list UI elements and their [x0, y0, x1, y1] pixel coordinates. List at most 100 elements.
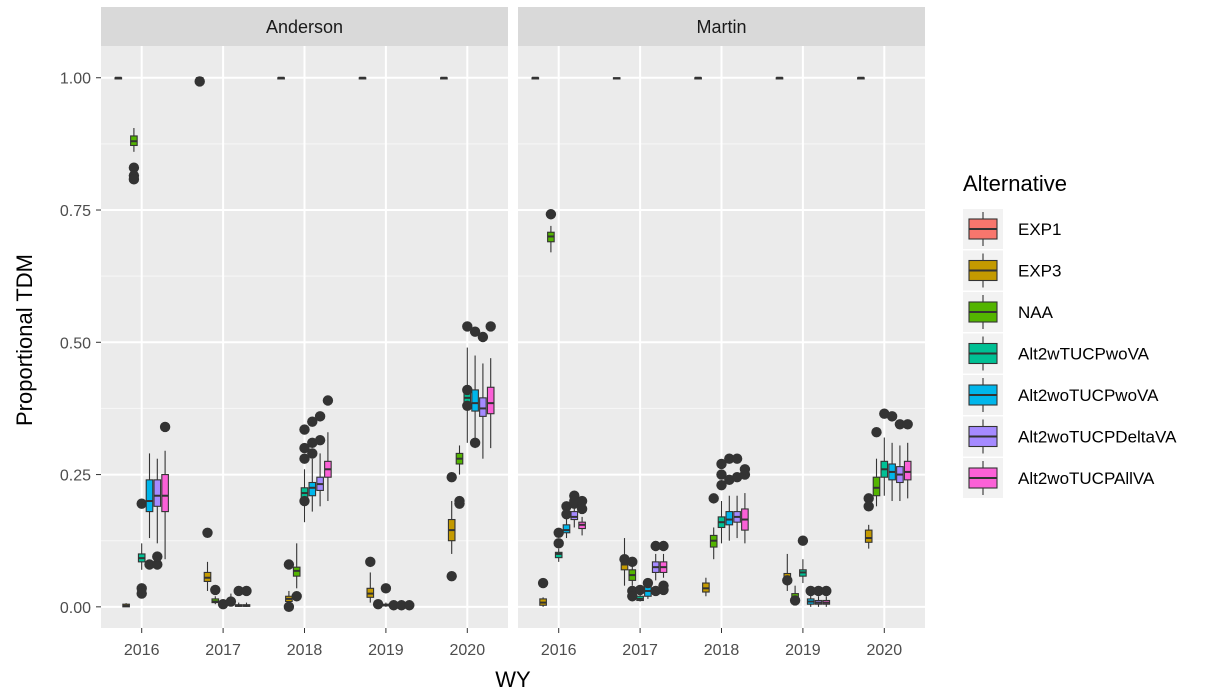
outlier-point [365, 556, 376, 568]
outlier-point [388, 600, 399, 611]
box [471, 389, 479, 412]
outlier-point [225, 596, 237, 607]
boxplot-alt2wotucpdeltava [731, 453, 743, 539]
x-axis-title: WY [495, 667, 531, 692]
boxplot-exp1 [440, 76, 448, 80]
x-tick-label: 2020 [450, 642, 486, 659]
outlier-point [144, 559, 155, 570]
outlier-point [731, 453, 743, 464]
outlier-point [739, 464, 751, 475]
boxplot-alt2wotucpwova [225, 593, 237, 607]
outlier-point [576, 503, 588, 515]
boxplot-naa [627, 556, 638, 602]
boxplot-exp1 [775, 76, 784, 80]
outlier-point [462, 321, 473, 332]
boxplot-exp1 [612, 77, 621, 80]
outlier-point [485, 321, 496, 332]
outlier-point [813, 585, 824, 597]
box [562, 524, 571, 534]
outlier-point [446, 570, 457, 582]
legend-title: Alternative [963, 171, 1067, 196]
outlier-point [658, 584, 669, 596]
boxplot-alt2wotucpallva [159, 421, 171, 560]
panel-martin: Martin [518, 7, 925, 628]
boxplot-naa [128, 128, 140, 185]
boxplot-naa [454, 445, 465, 509]
box [479, 397, 487, 417]
outlier-point [619, 554, 630, 565]
boxplot-alt2wotucpwova [886, 411, 898, 502]
facet-strip [518, 7, 925, 46]
boxplot-exp3 [365, 556, 376, 603]
panel-anderson: Anderson [101, 7, 508, 628]
outlier-point [241, 585, 252, 597]
box-group-2016 [531, 76, 588, 607]
boxplot-exp3 [122, 603, 130, 608]
outlier-point [446, 472, 457, 483]
boxplot-alt2wotucpallva [739, 464, 751, 544]
boxplot-alt2wotucpallva [658, 540, 669, 596]
boxplot-exp1 [358, 76, 367, 80]
outlier-point [194, 76, 205, 87]
box-group-2019 [775, 76, 832, 607]
outlier-point [454, 498, 465, 509]
outlier-point [627, 591, 638, 602]
legend-entry-naa: NAA [963, 292, 1054, 332]
outlier-point [477, 331, 489, 343]
boxplot-alt2wotucpwova [724, 453, 735, 541]
boxplot-alt2wotucpdeltava [314, 411, 326, 507]
x-tick-label: 2017 [205, 642, 241, 659]
boxplot-exp3 [702, 577, 710, 597]
outlier-point [789, 595, 801, 606]
boxplot-naa [210, 584, 221, 605]
boxplot-exp3 [863, 493, 874, 549]
outlier-point [782, 575, 793, 586]
legend-entry-label: NAA [1018, 303, 1054, 322]
box [308, 481, 317, 497]
legend-entry-label: EXP1 [1018, 220, 1061, 239]
outlier-point [291, 591, 302, 602]
legend-entry-exp1: EXP1 [963, 209, 1061, 249]
outlier-point [299, 453, 310, 464]
outlier-point [545, 209, 557, 220]
facet-strip-label: Martin [696, 17, 746, 37]
outlier-point [634, 584, 646, 596]
legend-entry-alt2wtucpwova: Alt2wTUCPwoVA [963, 333, 1150, 374]
boxplot-alt2wotucpwova [805, 585, 816, 607]
outlier-point [307, 437, 318, 449]
outlier-point [716, 458, 727, 470]
legend: Alternative EXP1 EXP3 NAA Alt2wTUCPwoVA Alt2… [963, 171, 1177, 498]
outlier-point [863, 493, 874, 504]
box [725, 511, 734, 526]
outlier-point [307, 416, 318, 427]
y-tick-label: 0.75 [60, 203, 91, 220]
boxplot-alt2wotucpallva [485, 321, 496, 449]
outlier-point [708, 493, 719, 504]
box-group-2020 [440, 76, 496, 582]
outlier-point [128, 174, 140, 185]
outlier-point [462, 384, 473, 396]
y-tick-label: 0.00 [60, 600, 91, 617]
outlier-point [202, 527, 213, 538]
facet-strip-label: Anderson [266, 17, 343, 37]
x-tick-label: 2020 [867, 642, 903, 659]
outlier-point [902, 419, 913, 430]
outlier-point [724, 453, 735, 464]
x-tick-label: 2019 [785, 642, 821, 659]
outlier-point [553, 538, 564, 549]
outlier-point [805, 585, 816, 597]
outlier-point [879, 408, 890, 419]
outlier-point [283, 601, 295, 613]
legend-entry-label: Alt2woTUCPDeltaVA [1018, 428, 1177, 447]
outlier-point [152, 559, 163, 570]
box-group-2017 [194, 76, 252, 610]
box [570, 511, 579, 521]
boxplot-alt2wotucpdeltava [152, 458, 163, 570]
box [864, 529, 873, 543]
outlier-point [469, 326, 481, 337]
outlier-point [314, 434, 326, 446]
outlier-point [469, 437, 481, 449]
y-axis: 0.00 0.25 0.50 0.75 1.00 [60, 71, 101, 617]
x-tick-label: 2016 [541, 642, 577, 659]
boxplot-alt2wotucpallva [322, 395, 334, 502]
